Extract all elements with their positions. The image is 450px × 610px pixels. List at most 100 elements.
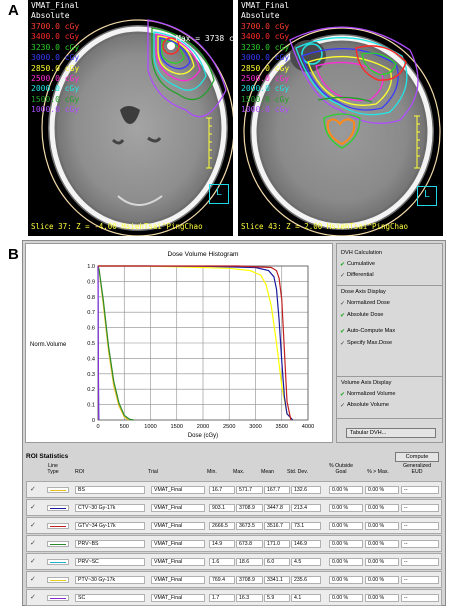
table-row[interactable]: ✓ SC VMAT_Final 1.7 16.3 5.9 4.1 0.00 % 0.00 % -- [26, 589, 442, 606]
table-row[interactable]: ✓ BS VMAT_Final 16.7 571.7 167.7 132.6 0.00 % 0.… [26, 481, 442, 498]
line-type-swatch[interactable] [47, 523, 69, 529]
cell-mean: 3341.1 [264, 576, 290, 584]
cell-min: 16.7 [209, 486, 235, 494]
cell-pct-max: 0.00 % [365, 504, 399, 512]
option-label: Normalized Volume [347, 391, 396, 397]
x-axis-label: Dose (cGy) [188, 433, 218, 439]
x-tick-label: 4000 [302, 424, 314, 430]
cell-trial: VMAT_Final [151, 522, 205, 530]
cell-roi: GTV~34 Gy-17k [75, 522, 145, 530]
cell-trial: VMAT_Final [151, 540, 205, 548]
ct-image-right [243, 26, 441, 236]
cell-max: 18.6 [236, 558, 263, 566]
normalized-volume-option[interactable]: ✔ Normalized Volume [340, 391, 396, 398]
visibility-checkmark-icon[interactable]: ✓ [30, 575, 36, 583]
cell-pct-outside: 0.00 % [329, 486, 363, 494]
cell-pct-outside: 0.00 % [329, 540, 363, 548]
cell-trial: VMAT_Final [151, 504, 205, 512]
line-type-swatch[interactable] [47, 559, 69, 565]
isodose-label: 2850.0 cGy [31, 63, 80, 73]
auto-compute-max-option[interactable]: ✔ Auto-Compute Max [340, 328, 395, 335]
max-dose-label: Max = 3738 c [176, 34, 233, 43]
line-type-swatch[interactable] [47, 595, 69, 601]
absolute-volume-option[interactable]: ✓ Absolute Volume [340, 402, 389, 409]
table-row[interactable]: ✓ PRV~BS VMAT_Final 14.9 673.8 171.0 146.9 0.00… [26, 535, 442, 552]
cell-mean: 171.0 [264, 540, 290, 548]
y-axis-label: Norm.Volume [30, 342, 67, 348]
panel-label-a: A [8, 2, 19, 19]
cell-max: 3708.9 [236, 504, 263, 512]
isodose-label: 1000.0 cGy [241, 105, 290, 115]
ct-image-left [41, 19, 233, 236]
col-header-trial: Trial [148, 469, 158, 475]
ct-view-left[interactable]: VMAT_Final Absolute 3700.0 cGy 3400.0 cG… [28, 0, 233, 236]
dvh-chart-frame: 0 500 1000 1500 2000 2500 3000 3500 4000 0 0.1 0.2 0… [25, 243, 333, 443]
dvh-controls: DVH Calculation ✔ Cumulative ✓ Differentia… [336, 243, 443, 443]
isodose-label: 1500.0 cGy [31, 94, 80, 104]
normalized-dose-option[interactable]: ✓ Normalized Dose [340, 300, 390, 307]
isodose-label: 3230.0 cGy [241, 42, 290, 52]
isodose-label: 2500.0 cGy [241, 74, 290, 84]
line-color-sample [50, 489, 66, 492]
col-header-pct-outside: % Outside Goal [329, 463, 353, 476]
cell-roi: PTV~30 Gy-17k [75, 576, 145, 584]
cell-pct-outside: 0.00 % [329, 576, 363, 584]
table-row[interactable]: ✓ CTV~30 Gy-17k VMAT_Final 903.1 3708.9 3447.… [26, 499, 442, 516]
absolute-dose-option[interactable]: ✔ Absolute Dose [340, 312, 384, 319]
isodose-label: 2000.0 cGy [241, 84, 290, 94]
cell-pct-max: 0.00 % [365, 486, 399, 494]
cell-max: 3673.5 [236, 522, 263, 530]
table-row[interactable]: ✓ PRV~SC VMAT_Final 1.6 18.6 6.0 4.5 0.00 % 0.00… [26, 553, 442, 570]
col-header-max: Max. [233, 469, 245, 475]
cell-eud: -- [401, 540, 439, 548]
y-tick-label: 0.2 [87, 387, 95, 393]
isodose-label: 3000.0 cGy [241, 53, 290, 63]
cell-roi: PRV~BS [75, 540, 145, 548]
visibility-checkmark-icon[interactable]: ✓ [30, 521, 36, 529]
ct-view-right[interactable]: VMAT_Final Absolute 3700.0 cGy 3400.0 cG… [238, 0, 443, 236]
specify-max-dose-option[interactable]: ✓ Specify Max.Dose [340, 340, 392, 347]
dvh-curve [98, 265, 292, 421]
compute-button[interactable]: Compute [395, 452, 439, 462]
line-color-sample [50, 579, 66, 582]
y-tick-label: 0.7 [87, 310, 95, 316]
y-tick-label: 0.4 [87, 356, 95, 362]
visibility-checkmark-icon[interactable]: ✓ [30, 485, 36, 493]
line-type-swatch[interactable] [47, 487, 69, 493]
visibility-checkmark-icon[interactable]: ✓ [30, 503, 36, 511]
cell-trial: VMAT_Final [151, 594, 205, 602]
option-label: Normalized Dose [347, 300, 390, 306]
dose-axis-title: Dose Axis Display [341, 289, 386, 295]
table-row[interactable]: ✓ PTV~30 Gy-17k VMAT_Final 769.4 3708.9 3341.… [26, 571, 442, 588]
cell-eud: -- [401, 504, 439, 512]
dose-mode: Absolute [241, 11, 280, 20]
cell-max: 16.3 [236, 594, 263, 602]
cell-eud: -- [401, 558, 439, 566]
isodose-legend-right: 3700.0 cGy 3400.0 cGy 3230.0 cGy 3000.0 … [241, 22, 289, 116]
visibility-checkmark-icon[interactable]: ✓ [30, 557, 36, 565]
visibility-checkmark-icon[interactable]: ✓ [30, 539, 36, 547]
cell-pct-outside: 0.00 % [329, 594, 363, 602]
visibility-checkmark-icon[interactable]: ✓ [30, 593, 36, 601]
y-tick-label: 0.8 [87, 295, 95, 301]
cumulative-option[interactable]: ✔ Cumulative [340, 261, 375, 268]
line-type-swatch[interactable] [47, 505, 69, 511]
cell-std: 73.1 [291, 522, 321, 530]
chart-title: Dose Volume Histogram [167, 251, 239, 258]
option-label: Absolute Dose [347, 312, 384, 318]
cell-pct-max: 0.00 % [365, 540, 399, 548]
tabular-dvh-button[interactable]: Tabular DVH... [346, 428, 436, 438]
volume-axis-title: Volume Axis Display [341, 380, 392, 386]
checkmark-icon: ✓ [340, 273, 346, 279]
line-type-swatch[interactable] [47, 541, 69, 547]
cell-std: 132.6 [291, 486, 321, 494]
option-label: Absolute Volume [347, 402, 389, 408]
isodose-label: 3400.0 cGy [241, 32, 290, 42]
cell-trial: VMAT_Final [151, 558, 205, 566]
cell-min: 769.4 [209, 576, 235, 584]
table-row[interactable]: ✓ GTV~34 Gy-17k VMAT_Final 2666.5 3673.5 3516… [26, 517, 442, 534]
isodose-label: 2850.0 cGy [241, 63, 290, 73]
differential-option[interactable]: ✓ Differential [340, 272, 374, 279]
line-type-swatch[interactable] [47, 577, 69, 583]
y-tick-label: 0.3 [87, 372, 95, 378]
